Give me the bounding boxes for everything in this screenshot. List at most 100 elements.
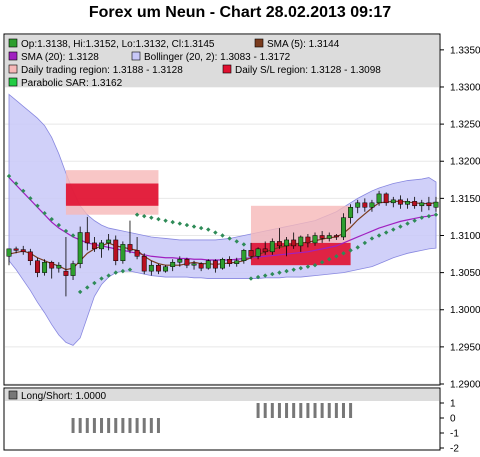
candle-body-30 <box>220 259 225 269</box>
candle-body-17 <box>127 244 133 251</box>
candle-body-21 <box>155 264 161 272</box>
longshort-bar-1-38 <box>277 403 281 418</box>
longshort-bar-1-36 <box>263 403 267 418</box>
candle-body-42 <box>305 236 311 244</box>
candle-body-10 <box>77 232 83 264</box>
longshort-bar-1-41 <box>299 403 303 418</box>
longshort-bar-1-42 <box>306 403 310 418</box>
candle-body-37 <box>269 241 275 253</box>
psar-point-24 <box>177 221 182 226</box>
psar-point-21 <box>156 216 161 222</box>
candle-body-29 <box>212 260 218 269</box>
legend-swatch-psar <box>8 77 18 87</box>
candle-body-3 <box>27 251 33 261</box>
psar-point-35 <box>255 274 261 280</box>
legend-swatch-sma5 <box>254 38 264 48</box>
longshort-bar-1-48 <box>349 403 353 418</box>
psar-point-8 <box>63 228 69 234</box>
psar-point-32 <box>234 239 239 244</box>
legend-band <box>5 35 439 87</box>
legend-bollinger: Bollinger (20, 2): 1.3083 - 1.3172 <box>144 52 291 63</box>
candle-body-4 <box>35 260 40 273</box>
psar-point-49 <box>355 245 360 250</box>
legend-swatch-longshort <box>8 390 18 400</box>
candle-body-23 <box>170 261 176 267</box>
candle-body-59 <box>426 202 432 207</box>
longshort-bar-0-14 <box>107 418 111 433</box>
psar-point-16 <box>120 268 126 274</box>
price-axis: 1.3350 1.3300 1.3250 1.3200 1.3150 1.3100 1.30… <box>440 45 480 391</box>
candle-body-12 <box>91 242 97 250</box>
candle-body-9 <box>70 263 76 276</box>
longshort-bars-layer <box>71 403 353 433</box>
candle-body-52 <box>376 193 382 204</box>
longshort-bar-1-45 <box>327 403 331 418</box>
candle-body-60 <box>433 201 439 208</box>
psar-point-46 <box>334 254 339 259</box>
psar-point-19 <box>142 213 147 219</box>
price-tick-label-0: 1.3350 <box>450 45 480 56</box>
longshort-bar-0-11 <box>85 418 89 433</box>
psar-point-56 <box>405 221 410 226</box>
candle-body-15 <box>113 239 119 261</box>
candle-body-24 <box>177 259 183 263</box>
psar-point-36 <box>263 273 268 278</box>
psar-point-31 <box>227 236 232 241</box>
psar-point-25 <box>184 222 190 228</box>
candle-body-48 <box>348 207 354 218</box>
psar-point-39 <box>284 268 289 274</box>
psar-point-3 <box>28 196 33 201</box>
longshort-bar-1-47 <box>341 403 345 418</box>
candle-body-6 <box>49 261 55 269</box>
psar-point-6 <box>49 216 54 222</box>
candle-body-34 <box>248 250 254 257</box>
psar-point-4 <box>35 203 40 208</box>
longshort-legend-band <box>5 389 439 401</box>
psar-point-5 <box>42 211 47 216</box>
candle-body-0 <box>6 248 12 257</box>
longshort-bar-1-46 <box>334 403 338 418</box>
longshort-bar-1-35 <box>256 403 260 418</box>
candle-body-1 <box>13 248 19 251</box>
candle-body-55 <box>397 199 403 205</box>
candle-body-56 <box>405 201 410 205</box>
psar-point-0 <box>6 173 12 179</box>
psar-point-2 <box>21 188 26 194</box>
legend-swatch-bollinger <box>131 51 141 61</box>
longshort-bar-0-10 <box>78 418 82 433</box>
psar-point-52 <box>376 233 382 238</box>
sl-region-0 <box>65 183 159 206</box>
psar-point-18 <box>134 212 140 217</box>
longshort-bar-0-17 <box>128 418 132 433</box>
longshort-bar-0-21 <box>156 418 160 433</box>
candle-body-35 <box>255 248 261 257</box>
candle-body-53 <box>383 193 389 204</box>
psar-point-26 <box>191 224 197 229</box>
legend-ohlc: Op:1.3138, Hi:1.3152, Lo:1.3132, Cl:1.31… <box>21 39 215 50</box>
psar-point-51 <box>369 236 375 241</box>
candle-body-8 <box>63 270 69 276</box>
candle-body-33 <box>241 250 247 261</box>
psar-point-55 <box>398 224 403 229</box>
longshort-bar-1-44 <box>320 403 324 418</box>
candle-body-41 <box>298 236 304 247</box>
candle-body-26 <box>191 263 197 266</box>
psar-point-37 <box>270 271 275 277</box>
psar-point-33 <box>241 242 247 247</box>
psar-point-53 <box>383 230 389 235</box>
price-tick-label-5: 1.3100 <box>450 231 480 242</box>
psar-point-40 <box>291 267 296 272</box>
psar-point-13 <box>99 276 104 281</box>
legend-sma20: SMA (20): 1.3128 <box>21 52 99 63</box>
candle-body-14 <box>106 239 112 244</box>
longshort-bar-1-39 <box>285 403 289 418</box>
price-tick-label-3: 1.3200 <box>450 157 480 168</box>
candle-body-28 <box>205 260 211 269</box>
psar-point-45 <box>327 257 332 262</box>
psar-point-43 <box>312 262 318 268</box>
candle-body-19 <box>141 256 147 272</box>
longshort-bar-1-40 <box>292 403 296 418</box>
longshort-tick-label-0: 1 <box>450 399 456 410</box>
psar-point-27 <box>198 225 204 231</box>
candle-body-25 <box>184 259 190 266</box>
